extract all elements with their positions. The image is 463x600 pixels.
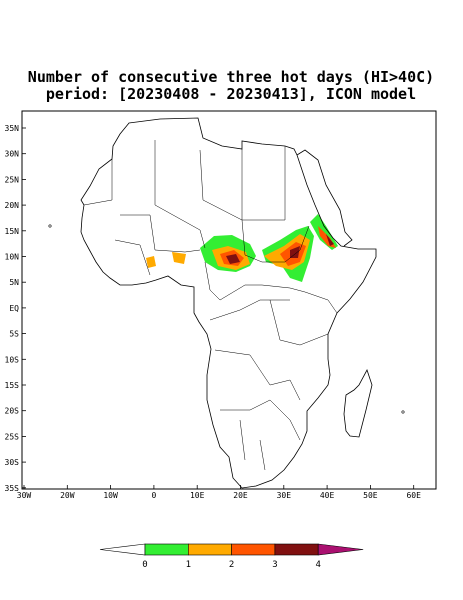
heat-areas [146,214,338,282]
lat-label: 25S [5,432,20,441]
lat-label: 25N [5,175,20,184]
madagascar-coast [343,368,373,438]
title-line: Number of consecutive three hot days (HI… [28,68,434,86]
heat-area [172,252,186,264]
lon-label: 40E [320,491,335,500]
plot-frame [21,110,437,490]
lat-label: 15S [5,381,20,390]
heat-area [146,256,156,268]
arabia-coast [296,149,353,247]
border [83,140,310,263]
lon-label: 10E [190,491,205,500]
lat-label: 35N [5,124,20,133]
lon-label: 50E [363,491,378,500]
colorbar: 0 1 2 3 4 [99,543,364,570]
lat-label: 10N [5,253,20,262]
lat-label: 10S [5,355,20,364]
colorbar-segment [274,543,319,556]
title-line: period: [20230408 - 20230413], ICON mode… [46,85,416,103]
colorbar-label: 4 [315,560,320,570]
colorbar-segment [144,543,189,556]
lon-label: 20E [233,491,248,500]
island [401,410,405,414]
colorbar-end [99,543,146,556]
axes: 35N 30N 25N 20N 15N 10N 5N EQ 5S 10S 15S 20S 25S 30S 3… [5,124,422,500]
lon-label: 0 [151,491,156,500]
lon-label: 20W [60,491,75,500]
colorbar-label: 2 [229,560,234,570]
colorbar-segment [231,543,276,556]
lat-label: EQ [9,304,19,313]
africa-coast [80,117,377,489]
lon-label: 30E [277,491,292,500]
lat-label: 35S [5,484,20,493]
lat-label: 30N [5,150,20,159]
lat-label: 20N [5,201,20,210]
heat-area [326,234,334,246]
colorbar-segment [188,543,232,556]
heat-area [226,254,240,264]
lon-label: 10W [103,491,118,500]
island [48,224,52,228]
colorbar-label: 3 [272,560,277,570]
colorbar-label: 0 [142,560,147,570]
lat-label: 30S [5,458,20,467]
border [114,214,338,314]
lat-label: 5N [9,278,19,287]
lat-label: 5S [9,330,19,339]
colorbar-end [317,543,364,556]
coastlines [48,117,405,489]
heat-area [290,246,300,258]
lon-label: 30W [17,491,32,500]
lat-label: 15N [5,227,20,236]
borders [83,140,338,471]
lat-label: 20S [5,407,20,416]
border [209,299,329,471]
colorbar-label: 1 [186,560,191,570]
lon-label: 60E [406,491,421,500]
